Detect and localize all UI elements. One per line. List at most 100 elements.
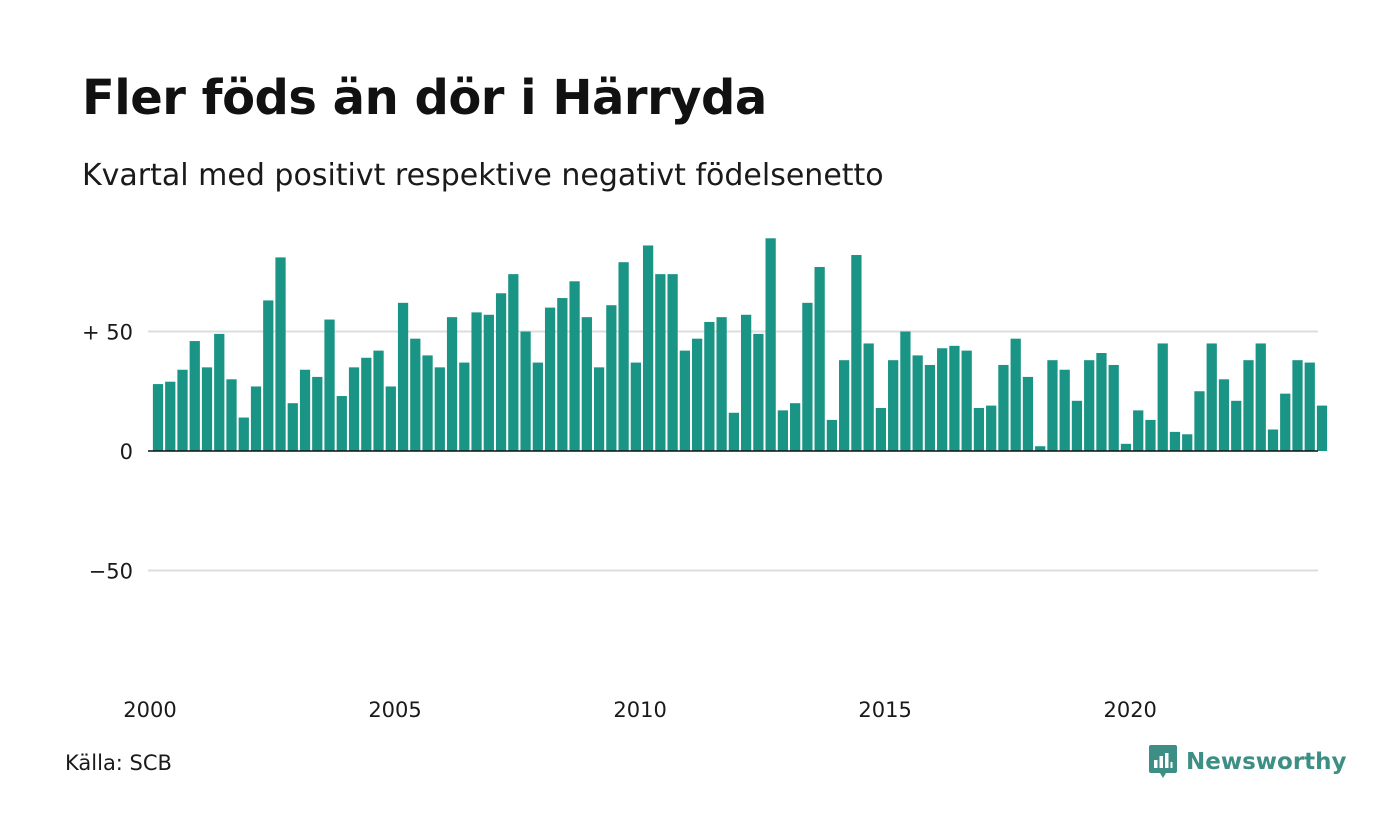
y-tick-label: + 50 [82,321,133,345]
bar [226,379,237,451]
bar [1108,364,1119,451]
bar [214,333,225,451]
bar [1047,360,1058,451]
bar [1267,429,1279,451]
newsworthy-logo-icon [1149,745,1177,778]
bar [900,331,911,451]
bar [839,360,850,451]
brand-logo: Newsworthy [1148,744,1347,780]
bar [777,410,789,451]
y-tick-label: 0 [120,440,133,464]
chart-title: Fler föds än dör i Härryda [82,70,767,126]
bar [912,355,923,451]
bar [165,381,176,451]
bar [201,367,213,451]
bar [508,274,519,451]
bar [422,355,433,451]
bar [961,350,972,451]
bar [618,262,629,451]
bar [1022,376,1034,451]
bar [385,386,396,451]
y-axis-ticks: + 50 0 −50 [82,321,133,584]
bar [937,348,948,451]
bar [471,312,482,451]
bar [287,403,298,451]
bar [189,341,200,451]
x-axis-ticks: 2000 2005 2010 2015 2020 [123,698,1157,722]
bar [765,238,776,451]
bar [410,338,421,451]
bar [348,367,360,451]
x-tick-label: 2010 [613,698,666,722]
brand-name: Newsworthy [1186,749,1347,775]
bar [741,314,752,451]
bar [1316,405,1328,451]
bar [679,350,690,451]
bar [642,245,654,451]
bar [753,333,764,451]
x-tick-label: 2015 [858,698,911,722]
bar [1084,360,1095,451]
bar [924,364,936,451]
bar [361,357,372,451]
bar [1304,362,1315,451]
bar [1133,410,1144,451]
bars-layer [152,238,1328,451]
bar [1231,400,1242,451]
bar [152,384,164,451]
bar [998,364,1009,451]
bar [704,321,715,451]
bar [1280,393,1291,451]
bar [888,360,899,451]
bar [716,317,727,451]
bar [986,405,997,451]
bar [397,302,409,451]
bar [593,367,605,451]
bar [581,317,592,451]
bar [1120,443,1132,451]
bar [1169,431,1181,451]
bar [459,362,470,451]
bar [1010,338,1021,451]
bar [1157,343,1168,451]
bar [177,369,188,451]
bar [446,317,458,451]
bar [299,369,311,451]
bar [1194,391,1205,451]
bar [557,298,568,451]
bar [691,338,703,451]
bar [814,266,825,451]
bar [1071,400,1083,451]
bar [973,407,985,451]
bar [532,362,543,451]
x-tick-label: 2020 [1103,698,1156,722]
bar [949,345,960,451]
bar [826,419,838,451]
bar [324,319,335,451]
bar [483,314,494,451]
bar [1035,446,1046,451]
bar [728,412,739,451]
bar [1255,343,1266,451]
bar [312,376,323,451]
bar [238,417,249,451]
bar [1096,353,1107,451]
bar [655,274,666,451]
bar [851,255,862,451]
bar [544,307,556,451]
bar [1182,434,1193,451]
bar [1218,379,1230,451]
source-note: Källa: SCB [65,751,172,775]
bar [495,293,507,451]
bar [667,274,678,451]
bar [336,396,347,451]
x-tick-label: 2000 [123,698,176,722]
bar [373,350,384,451]
bar [875,407,887,451]
bar [606,305,617,451]
y-tick-label: −50 [89,560,133,584]
bar [1145,419,1156,451]
bar [250,386,262,451]
bar [1059,369,1070,451]
